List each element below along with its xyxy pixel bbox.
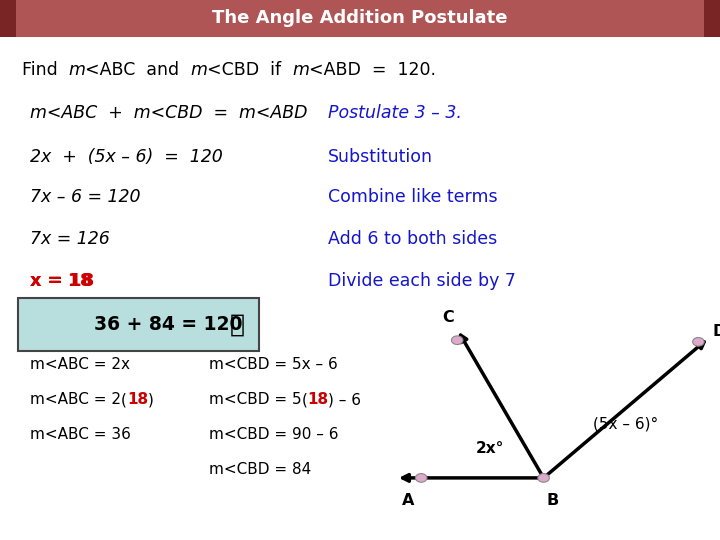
Text: x = 18: x = 18	[30, 272, 92, 290]
Text: A: A	[402, 493, 415, 508]
FancyBboxPatch shape	[0, 0, 720, 37]
Text: m<CBD = 90 – 6: m<CBD = 90 – 6	[209, 427, 338, 442]
Text: Substitution: Substitution	[328, 147, 433, 166]
Text: (: (	[302, 392, 307, 407]
Text: m: m	[292, 61, 309, 79]
Text: The Angle Addition Postulate: The Angle Addition Postulate	[212, 9, 508, 28]
Text: 7x – 6 = 120: 7x – 6 = 120	[30, 188, 140, 206]
Text: Postulate 3 – 3.: Postulate 3 – 3.	[328, 104, 462, 123]
Text: 36 + 84 = 120: 36 + 84 = 120	[94, 315, 242, 334]
Text: 18: 18	[307, 392, 328, 407]
Text: m: m	[190, 61, 207, 79]
Text: (: (	[121, 392, 127, 407]
Text: ): )	[148, 392, 154, 407]
Text: <ABC  and: <ABC and	[85, 61, 190, 79]
Text: Combine like terms: Combine like terms	[328, 188, 498, 206]
FancyBboxPatch shape	[18, 298, 259, 351]
Text: m<CBD = 5: m<CBD = 5	[209, 392, 302, 407]
Text: Find: Find	[22, 61, 68, 79]
Text: m<ABC = 2x: m<ABC = 2x	[30, 357, 130, 372]
Text: m<CBD = 84: m<CBD = 84	[209, 462, 311, 477]
Text: <CBD  if: <CBD if	[207, 61, 292, 79]
Circle shape	[693, 338, 704, 346]
Text: <ABD  =  120.: <ABD = 120.	[309, 61, 436, 79]
FancyBboxPatch shape	[0, 0, 16, 37]
Text: 📝: 📝	[230, 313, 245, 336]
Text: 2x  +  (5x – 6)  =  120: 2x + (5x – 6) = 120	[30, 147, 223, 166]
Text: x = 18: x = 18	[30, 272, 94, 290]
Text: ) – 6: ) – 6	[328, 392, 361, 407]
Text: Add 6 to both sides: Add 6 to both sides	[328, 230, 497, 248]
Text: 7x = 126: 7x = 126	[30, 230, 110, 248]
Text: B: B	[546, 493, 559, 508]
Circle shape	[451, 336, 463, 345]
Text: m: m	[68, 61, 85, 79]
Text: m<ABC = 36: m<ABC = 36	[30, 427, 131, 442]
Text: m<ABC = 2: m<ABC = 2	[30, 392, 121, 407]
Text: 18: 18	[127, 392, 148, 407]
Text: D: D	[713, 323, 720, 339]
Text: m<ABC  +  m<CBD  =  m<ABD: m<ABC + m<CBD = m<ABD	[30, 104, 307, 123]
Text: 2x°: 2x°	[475, 441, 504, 456]
Circle shape	[538, 474, 549, 482]
FancyBboxPatch shape	[704, 0, 720, 37]
Text: m<CBD = 5x – 6: m<CBD = 5x – 6	[209, 357, 338, 372]
Text: Divide each side by 7: Divide each side by 7	[328, 272, 516, 290]
Text: C: C	[442, 310, 454, 325]
Text: (5x – 6)°: (5x – 6)°	[593, 416, 658, 431]
Circle shape	[415, 474, 427, 482]
